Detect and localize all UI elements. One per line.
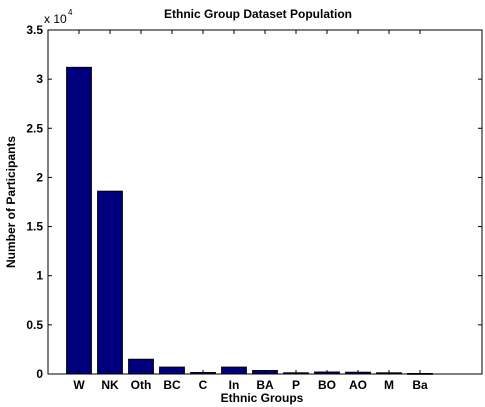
x-axis-label: Ethnic Groups [221, 391, 304, 405]
bar-nk [97, 190, 123, 375]
x-tick-label: Oth [131, 378, 152, 392]
y-tick-label: 1.5 [26, 220, 43, 234]
x-tick-label: AO [349, 378, 367, 392]
x-tick-label: W [73, 378, 85, 392]
x-tick-label: BO [318, 378, 336, 392]
y-multiplier: x 10 4 [44, 8, 73, 26]
y-tick-label: 1 [36, 269, 43, 283]
y-tick-label: 3.5 [26, 23, 43, 37]
x-tick-label: BA [256, 378, 274, 392]
bar-w [66, 66, 92, 375]
y-tick-label: 2.5 [26, 121, 43, 135]
y-axis-ticks: 0 0.5 1 1.5 2 2.5 3 3.5 [26, 23, 482, 381]
y-tick-label: 2 [36, 170, 43, 184]
x-tick-label: M [384, 378, 394, 392]
y-tick-label: 0 [36, 367, 43, 381]
y-multiplier-base: x 10 [44, 12, 67, 26]
x-axis-ticks: W NK Oth BC C In BA P BO AO M Ba [73, 30, 428, 392]
x-tick-label: Ba [412, 378, 428, 392]
x-tick-label: BC [163, 378, 181, 392]
y-tick-label: 0.5 [26, 318, 43, 332]
x-tick-label: C [199, 378, 208, 392]
y-tick-label: 3 [36, 72, 43, 86]
y-multiplier-exponent: 4 [68, 8, 73, 17]
x-tick-label: In [229, 378, 240, 392]
x-tick-label: P [292, 378, 300, 392]
x-tick-label: NK [101, 378, 119, 392]
chart-title: Ethnic Group Dataset Population [164, 7, 352, 21]
y-axis-label: Number of Participants [4, 136, 18, 268]
